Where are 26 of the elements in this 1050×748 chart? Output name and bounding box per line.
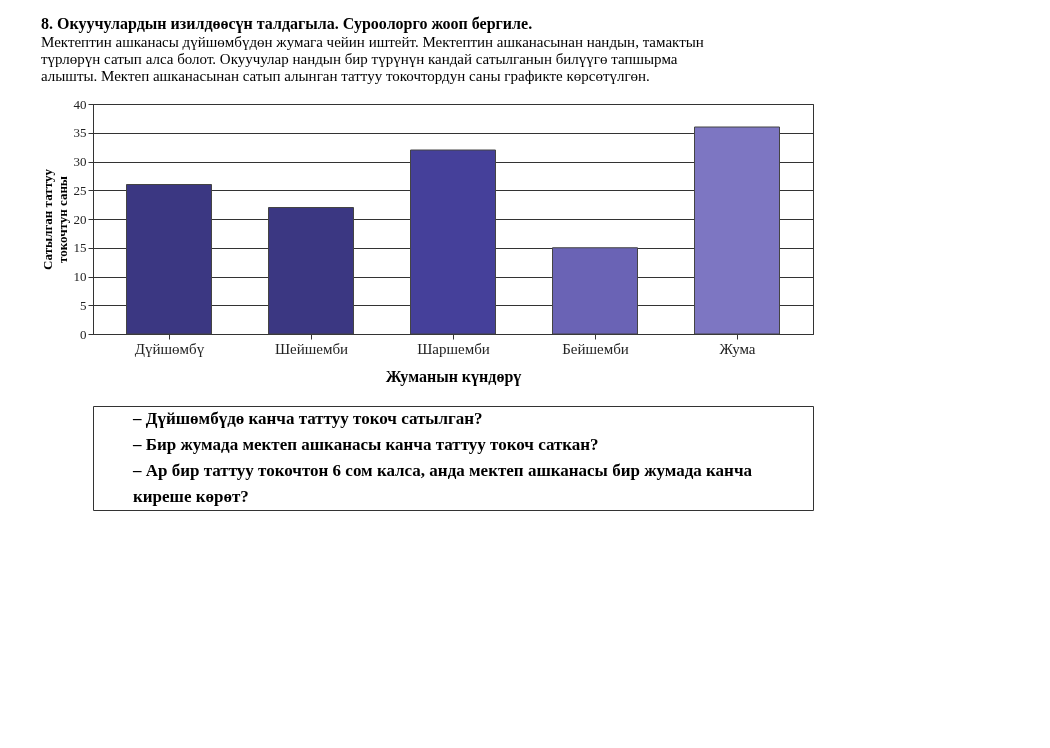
y-tick-label: 15 — [73, 240, 87, 256]
bar — [410, 149, 496, 335]
text: – Дүйшөмбүдө канча таттуу токоч сатылган? — [132, 409, 483, 428]
x-axis-title: Жуманын күндөрү — [385, 367, 522, 386]
y-tick-label: 35 — [73, 125, 87, 141]
y-tick-label: 5 — [80, 297, 87, 313]
bar — [552, 247, 638, 335]
x-tick-label: Шаршемби — [417, 340, 490, 357]
chart-title: 8. Окуучулардын изилдөөсүн талдагыла. Суроолорго жооп бергиле. — [41, 15, 533, 33]
x-tick-label: Бейшемби — [562, 340, 629, 357]
text: – Ар бир таттуу токочтон 6 сом калса, анда мектеп ашканасы бир жумада канча киреше көрөт? — [132, 461, 753, 506]
text: – Бир жумада мектеп ашканасы канча таттуу токоч саткан? — [132, 435, 599, 454]
bar — [126, 184, 212, 335]
y-tick-label: 0 — [80, 326, 87, 342]
y-tick-label: 20 — [73, 211, 87, 227]
y-tick-label: 30 — [73, 154, 87, 169]
x-tick-label: Дүйшөмбү — [134, 340, 205, 357]
chart-subtitle: Мектептин ашканасы дүйшөмбүдөн жумага чейин иштейт. Мектептин ашканасынан нандын, тамактын түрлөрүн сатып алса болот. Окуучулар нандын бир түрүнүн кандай сатылганын билүүгө тапшырма алышты. Мектеп ашканасынан сатып алынган таттуу токочтордун саны графикте көрсөтүлгөн. — [41, 34, 704, 84]
x-tick-label: Шейшемби — [274, 340, 349, 357]
y-axis-title: Сатылган таттуу токочтун саны — [39, 168, 70, 270]
y-tick-label: 10 — [73, 269, 87, 284]
y-tick-label: 25 — [73, 182, 87, 198]
bar — [694, 126, 780, 335]
x-tick-label: Жума — [719, 340, 756, 357]
y-tick-label: 40 — [73, 96, 87, 112]
bar — [268, 207, 354, 335]
